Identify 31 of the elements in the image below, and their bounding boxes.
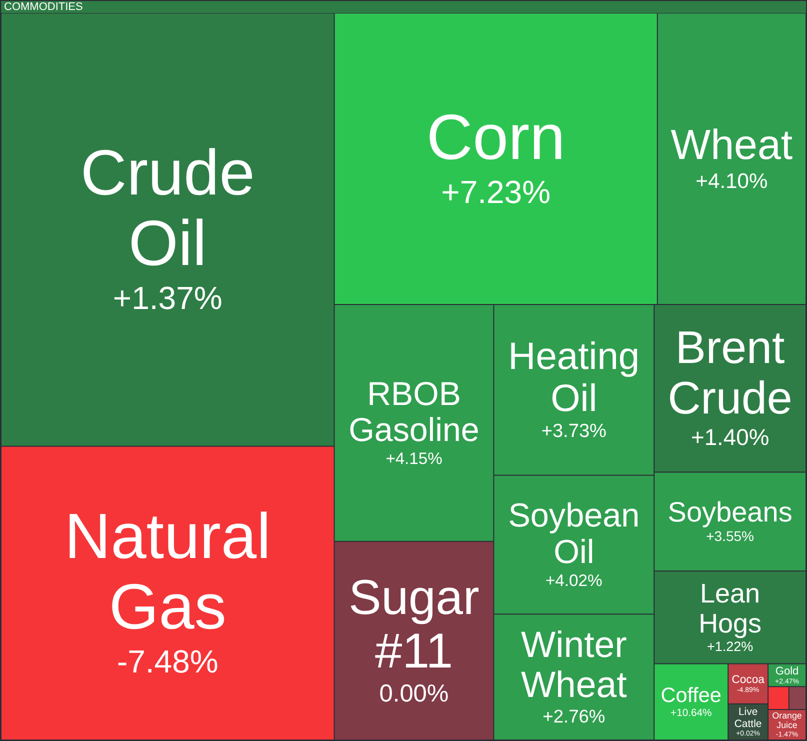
data-label: +3.55%	[706, 528, 754, 544]
data-label: +1.37%	[112, 280, 222, 316]
category-label: Natural Gas	[64, 500, 271, 642]
data-label: +4.15%	[386, 448, 443, 468]
category-label: Orange Juice	[772, 710, 802, 730]
category-label: Wheat	[670, 120, 793, 168]
data-label: 0.00%	[379, 680, 449, 708]
data-label: +1.22%	[706, 638, 754, 654]
category-label: Lean Hogs	[698, 578, 762, 638]
data-label: +3.73%	[541, 421, 607, 442]
text: COMMODITIES	[4, 1, 83, 14]
category-label: Coffee	[660, 684, 722, 707]
category-label: Cocoa	[732, 674, 766, 686]
category-label: Gold	[775, 665, 799, 678]
category-label: Brent Crude	[668, 322, 792, 424]
data-label: +4.10%	[696, 170, 768, 193]
category-label: Heating Oil	[508, 334, 640, 420]
category-label: RBOB Gasoline	[348, 376, 480, 450]
category-label: Winter Wheat	[521, 624, 627, 706]
category-label: Sugar #11	[348, 570, 480, 679]
category-label: Soybeans	[668, 496, 792, 528]
data-label: +10.64%	[670, 708, 712, 720]
data-label: +4.02%	[545, 570, 603, 590]
category-label: Crude Oil	[80, 136, 255, 279]
data-label: +1.40%	[690, 424, 770, 450]
data-label: +7.23%	[441, 174, 551, 210]
category-label: Corn	[426, 100, 566, 173]
data-label: +2.76%	[542, 705, 606, 726]
category-label: Soybean Oil	[508, 497, 640, 572]
category-label: Live Cattle	[734, 706, 762, 730]
data-label: -7.48%	[116, 643, 218, 680]
